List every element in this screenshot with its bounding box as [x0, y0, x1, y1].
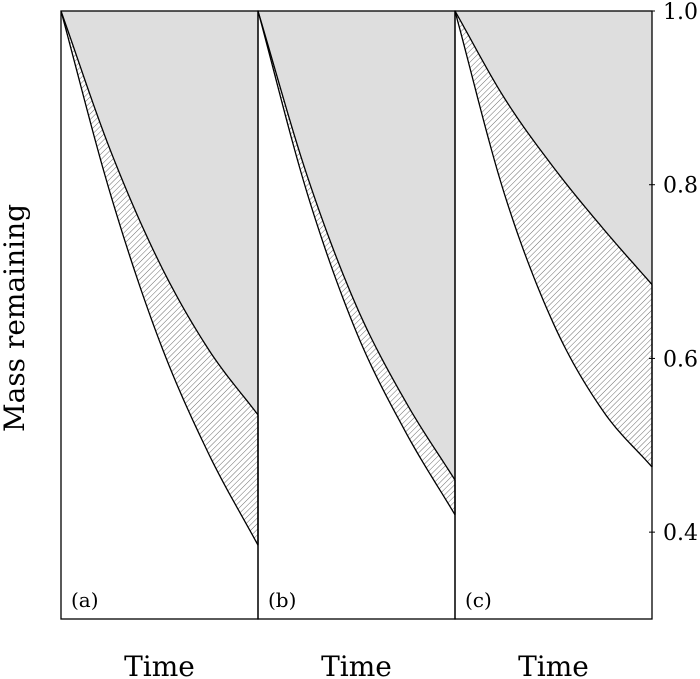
x-axis-label: Time — [518, 650, 589, 679]
x-axis-label: Time — [124, 650, 195, 679]
shaded-region — [455, 11, 652, 285]
panel-3: (c) Time — [454, 10, 653, 679]
y-axis-label: Mass remaining — [0, 204, 31, 432]
lower-curve — [454, 10, 653, 468]
panel-tag: (c) — [465, 588, 492, 612]
panels-group: (a) Time (b) Time (c) Time — [60, 10, 653, 679]
upper-curve — [454, 10, 653, 286]
panel-frame — [454, 10, 653, 620]
y-tick-label: 1.0 — [663, 0, 698, 25]
panel-2: (b) Time — [257, 10, 456, 679]
y-tick-label: 0.8 — [663, 174, 698, 199]
y-tick-label: 0.6 — [663, 347, 698, 372]
hatched-region — [258, 11, 455, 515]
upper-curve — [257, 10, 456, 481]
shaded-region — [61, 11, 258, 415]
hatched-region — [61, 11, 258, 546]
lower-curve — [60, 10, 259, 546]
panel-1: (a) Time — [60, 10, 259, 679]
y-tick-label: 0.4 — [663, 521, 698, 546]
shaded-region — [258, 11, 455, 481]
lower-curve — [257, 10, 456, 516]
hatched-region — [455, 11, 652, 467]
y-axis: 0.4 0.6 0.8 1.0 — [649, 0, 698, 546]
panel-tag: (a) — [71, 588, 99, 612]
panel-tag: (b) — [268, 588, 296, 612]
upper-curve — [60, 10, 259, 416]
x-axis-label: Time — [321, 650, 392, 679]
